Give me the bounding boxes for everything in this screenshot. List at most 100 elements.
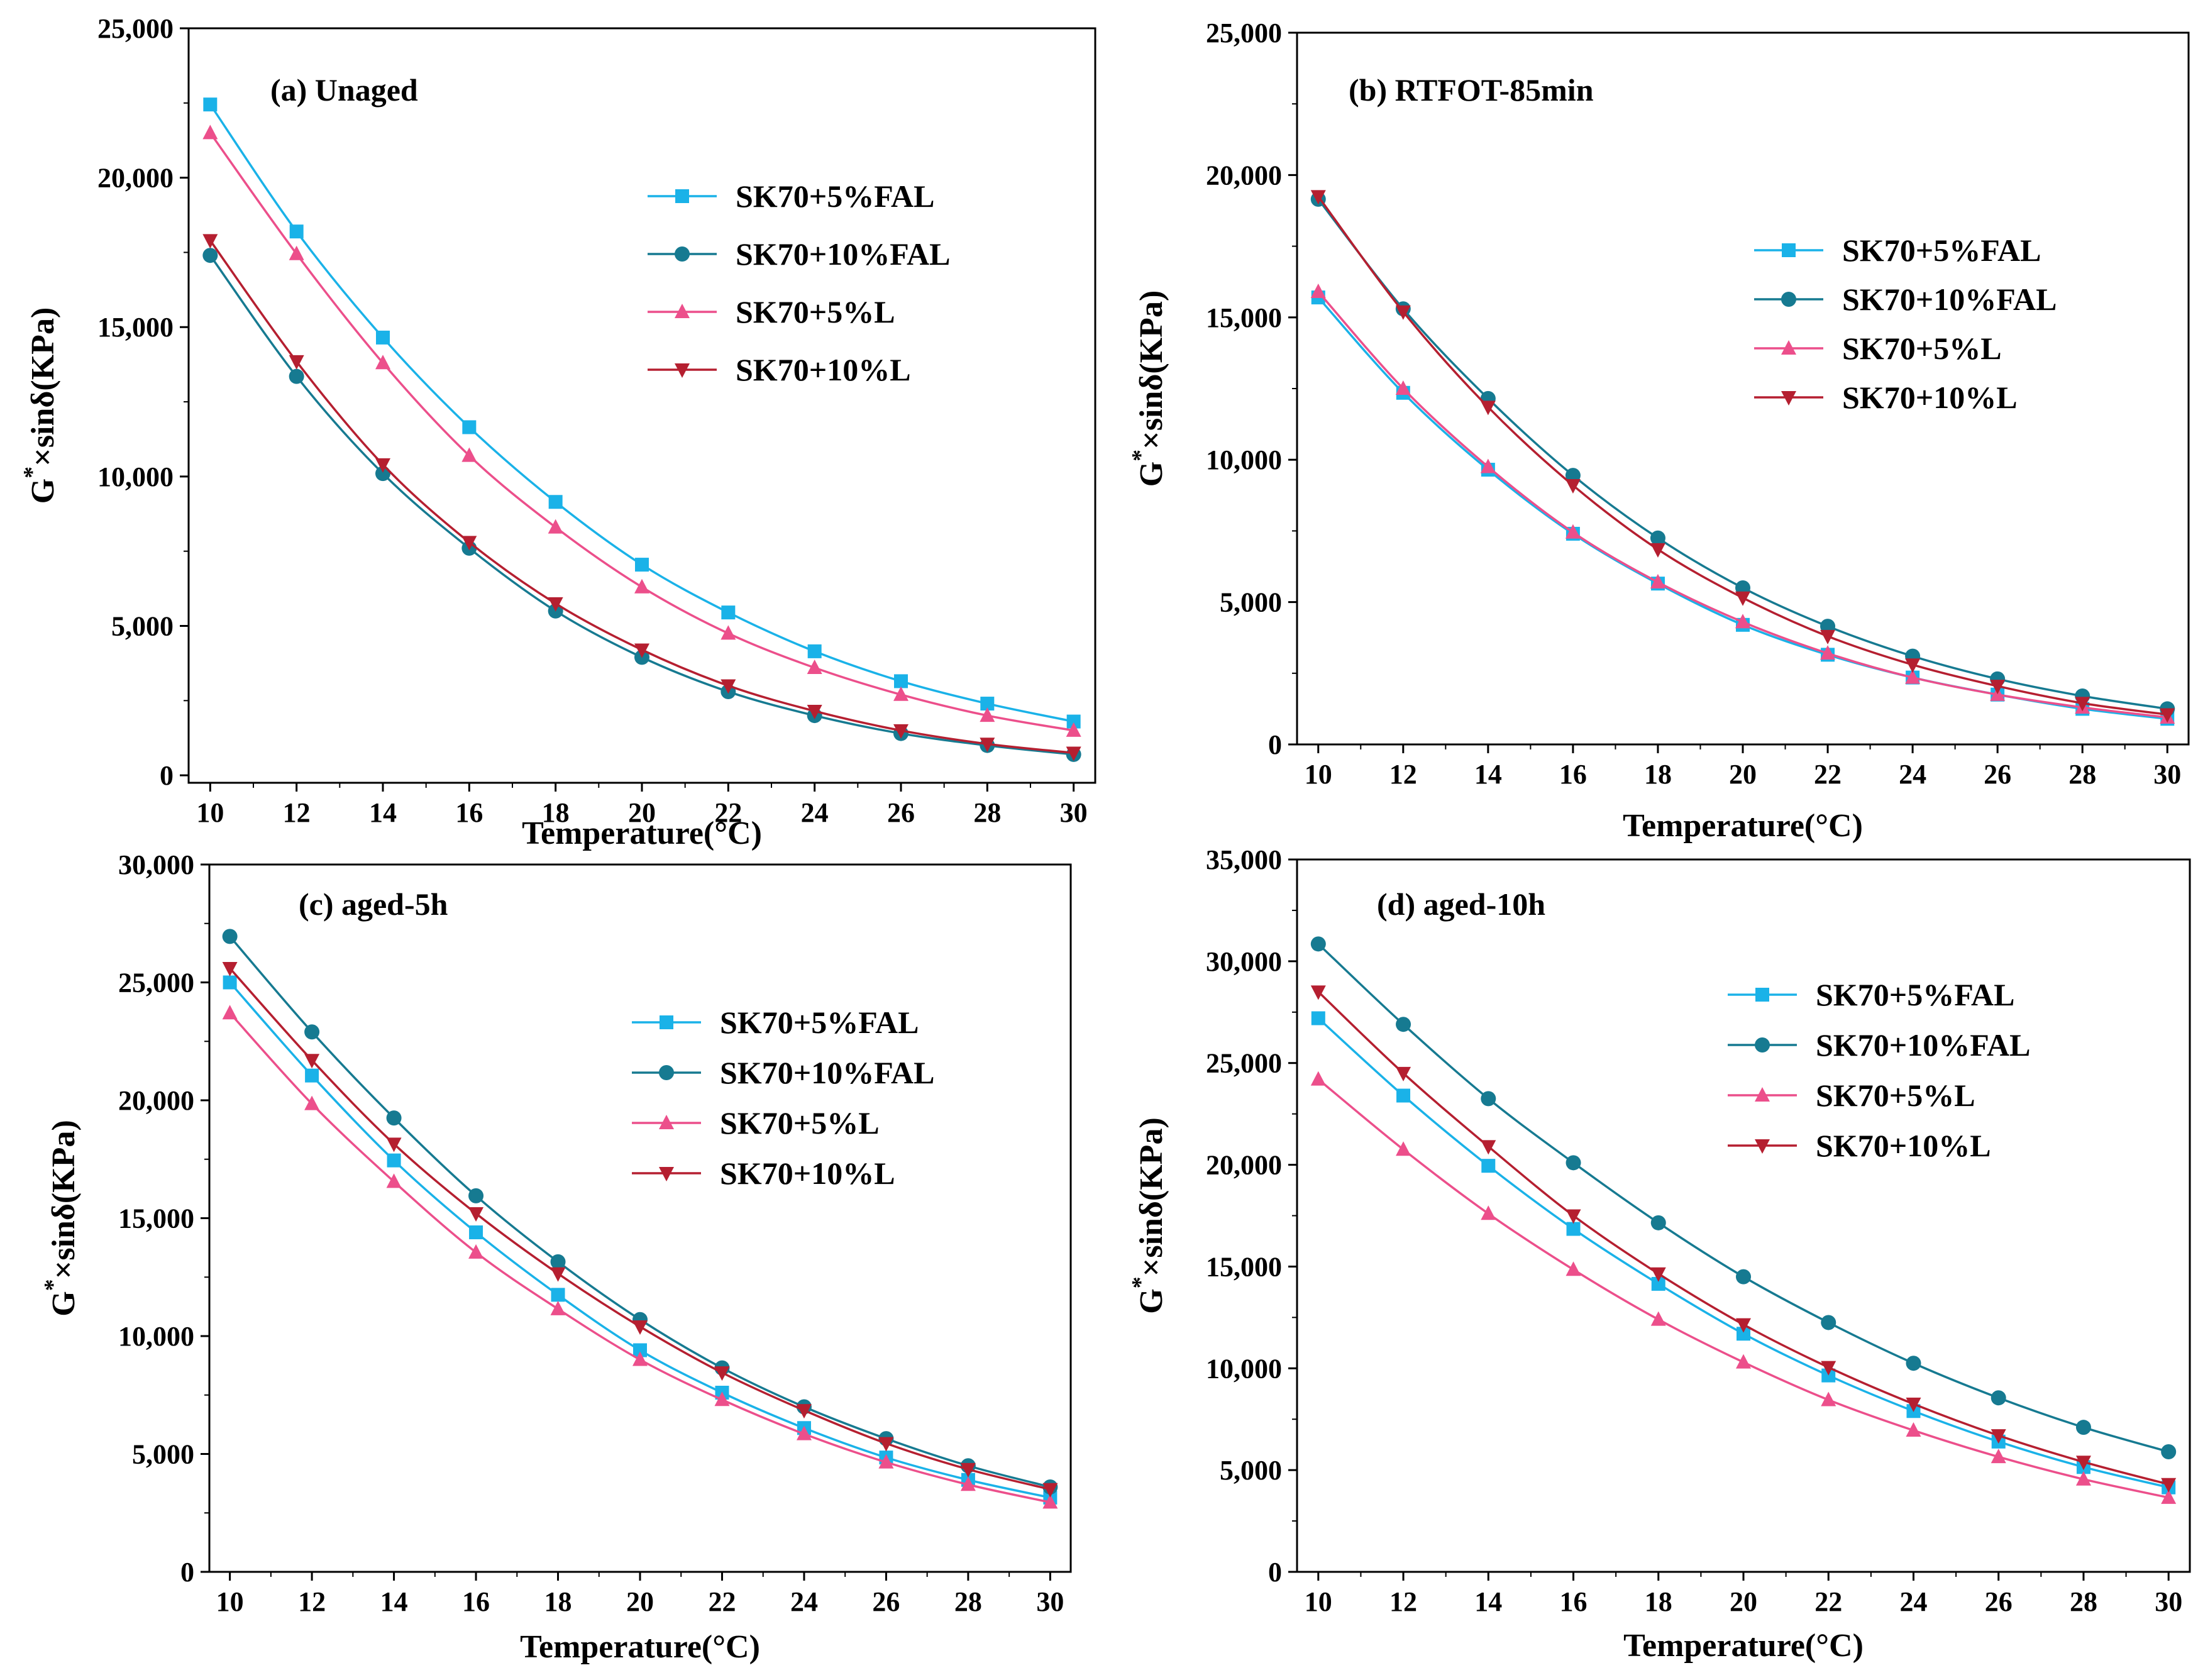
panel-b-line-sk70-10pctl: [1317, 196, 2168, 716]
panel-a-point-sk70-5pctfal: [289, 224, 304, 239]
panel-b-y-tick-label: 15,000: [1206, 302, 1282, 333]
panel-a-x-tick-label: 10: [196, 797, 224, 828]
panel-b-x-tick-label: 28: [2068, 759, 2096, 790]
panel-a-y-tick-label: 0: [160, 760, 174, 791]
panel-c-point-sk70-5pctl: [796, 1425, 812, 1440]
panel-b-x-tick-label: 10: [1305, 759, 1332, 790]
panel-a-legend-label: SK70+10%FAL: [736, 236, 950, 272]
panel-b-point-sk70-10pctl: [2160, 708, 2175, 723]
panel-a-y-tick-label: 25,000: [97, 13, 174, 44]
panel-c-x-tick-label: 12: [298, 1586, 326, 1617]
panel-b-point-sk70-10pctl: [2075, 697, 2090, 712]
panel-c-x-tick-label: 24: [790, 1586, 818, 1617]
panel-a-point-sk70-10pctl: [461, 536, 477, 551]
panel-c-y-tick-label: 25,000: [118, 968, 194, 998]
panel-d: 10 12 14 16 18 20 22 24 26 28 30 0 5,000 10,000 15,000…: [1127, 844, 2191, 1664]
panel-a-y-tick-label: 15,000: [97, 312, 174, 343]
panel-c: 10 12 14 16 18 20 22 24 26 28 30 0 5,000 10,000 15,000…: [40, 849, 1072, 1665]
panel-c-x-tick-label: 28: [954, 1586, 982, 1617]
panel-b-x-tick-label: 12: [1389, 759, 1417, 790]
panel-a-x-tick-label: 14: [369, 797, 397, 828]
panel-c-point-sk70-5pctl: [960, 1476, 976, 1491]
panel-c-point-sk70-5pctl: [632, 1351, 648, 1366]
panel-b-point-sk70-10pctl: [1820, 629, 1836, 644]
panel-b-ylabel: G*×sinδ(KPa): [1127, 290, 1169, 487]
panel-d-point-sk70-5pctfal: [1737, 1327, 1750, 1341]
panel-c-point-sk70-5pctfal: [469, 1225, 483, 1239]
panel-b-y-tick-label: 25,000: [1206, 18, 1282, 48]
panel-d-x-tick-label: 22: [1814, 1586, 1842, 1617]
panel-d-point-sk70-10pctfal: [1821, 1315, 1836, 1330]
panel-c-y-tick-label: 5,000: [132, 1439, 194, 1470]
panel-b-series-sk70-10pctl: [1310, 190, 2175, 723]
panel-a-point-sk70-5pctfal: [635, 558, 649, 572]
panel-a-point-sk70-5pctfal: [894, 674, 908, 688]
panel-c-series-sk70-5pctl: [222, 1005, 1058, 1509]
panel-d-point-sk70-10pctfal: [1991, 1390, 2006, 1406]
panel-a-point-sk70-10pctl: [548, 597, 563, 612]
panel-c-point-sk70-10pctl: [714, 1366, 730, 1381]
panel-c-legend-marker: [659, 1065, 674, 1080]
panel-a-point-sk70-5pctfal: [376, 330, 390, 345]
panel-d-legend-label: SK70+10%L: [1816, 1128, 1991, 1163]
panel-d-x-tick-label: 28: [2070, 1586, 2097, 1617]
panel-b-point-sk70-10pctl: [1905, 658, 1921, 673]
panel-b-legend-marker: [1781, 340, 1796, 355]
panel-b-legend-marker: [1782, 243, 1796, 257]
panel-d-legend-marker: [1755, 988, 1769, 1002]
panel-d-point-sk70-10pctfal: [1650, 1215, 1666, 1230]
panel-d-point-sk70-10pctfal: [2075, 1420, 2091, 1435]
panel-c-point-sk70-10pctl: [222, 962, 238, 976]
panel-a-point-sk70-10pctfal: [202, 248, 218, 263]
panel-d-y-tick-label: 0: [1268, 1557, 1282, 1588]
panel-c-point-sk70-5pctl: [1042, 1494, 1058, 1509]
panel-c-point-sk70-5pctfal: [387, 1153, 401, 1168]
panel-c-point-sk70-5pctfal: [305, 1068, 319, 1083]
panel-d-point-sk70-5pctfal: [1396, 1088, 1411, 1103]
panel-c-legend-marker: [659, 1167, 674, 1181]
panel-b-x-tick-label: 30: [2153, 759, 2181, 790]
panel-a-point-sk70-5pctfal: [721, 605, 736, 620]
panel-a-point-sk70-5pctl: [634, 578, 649, 594]
panel-d-point-sk70-5pctfal: [1651, 1276, 1665, 1291]
panel-c-x-tick-label: 10: [216, 1586, 244, 1617]
panel-a-point-sk70-5pctl: [289, 245, 304, 260]
panel-b-xlabel: Temperature(°C): [1623, 808, 1863, 844]
panel-c-point-sk70-5pctl: [222, 1005, 238, 1020]
panel-b-y-tick-label: 10,000: [1206, 445, 1282, 475]
panel-d-point-sk70-10pctl: [1821, 1361, 1836, 1376]
panel-c-point-sk70-5pctl: [550, 1300, 566, 1315]
panel-a-legend-label: SK70+5%L: [736, 294, 895, 329]
panel-a-point-sk70-5pctfal: [203, 97, 218, 112]
panel-d-x-tick-label: 24: [1899, 1586, 1927, 1617]
panel-c-x-tick-label: 18: [544, 1586, 572, 1617]
panel-d-x-tick-label: 14: [1474, 1586, 1502, 1617]
panel-d-point-sk70-10pctl: [1481, 1140, 1496, 1155]
panel-a-point-sk70-5pctl: [548, 519, 563, 534]
panel-a-point-sk70-5pctl: [807, 660, 822, 675]
panel-c-x-tick-label: 30: [1036, 1586, 1064, 1617]
panel-a-point-sk70-10pctl: [807, 704, 822, 719]
panel-a-legend-marker: [675, 246, 690, 262]
panel-a-x-tick-label: 16: [455, 797, 483, 828]
panel-c-point-sk70-10pctl: [1042, 1483, 1058, 1498]
panel-c-series-sk70-10pctl: [222, 962, 1058, 1498]
panel-d-point-sk70-10pctfal: [1310, 936, 1326, 952]
panel-c-point-sk70-5pctl: [878, 1454, 894, 1469]
panel-c-point-sk70-10pctl: [796, 1404, 812, 1419]
panel-c-x-tick-label: 22: [708, 1586, 736, 1617]
panel-c-x-tick-label: 26: [872, 1586, 900, 1617]
panel-d-x-tick-label: 12: [1389, 1586, 1417, 1617]
panel-c-point-sk70-5pctl: [468, 1244, 484, 1259]
panel-d-point-sk70-10pctfal: [1396, 1017, 1411, 1032]
panel-b-legend-label: SK70+5%FAL: [1842, 233, 2041, 268]
panel-c-y-tick-label: 15,000: [118, 1203, 194, 1234]
panel-b-point-sk70-5pctl: [1565, 524, 1581, 539]
panel-c-point-sk70-10pctl: [878, 1437, 894, 1452]
panel-c-point-sk70-10pctl: [632, 1320, 648, 1335]
panel-c-point-sk70-10pctfal: [468, 1188, 484, 1203]
panel-d-y-tick-label: 15,000: [1206, 1251, 1282, 1282]
panel-a-x-tick-label: 24: [801, 797, 829, 828]
panel-d-legend-label: SK70+5%L: [1816, 1078, 1975, 1113]
